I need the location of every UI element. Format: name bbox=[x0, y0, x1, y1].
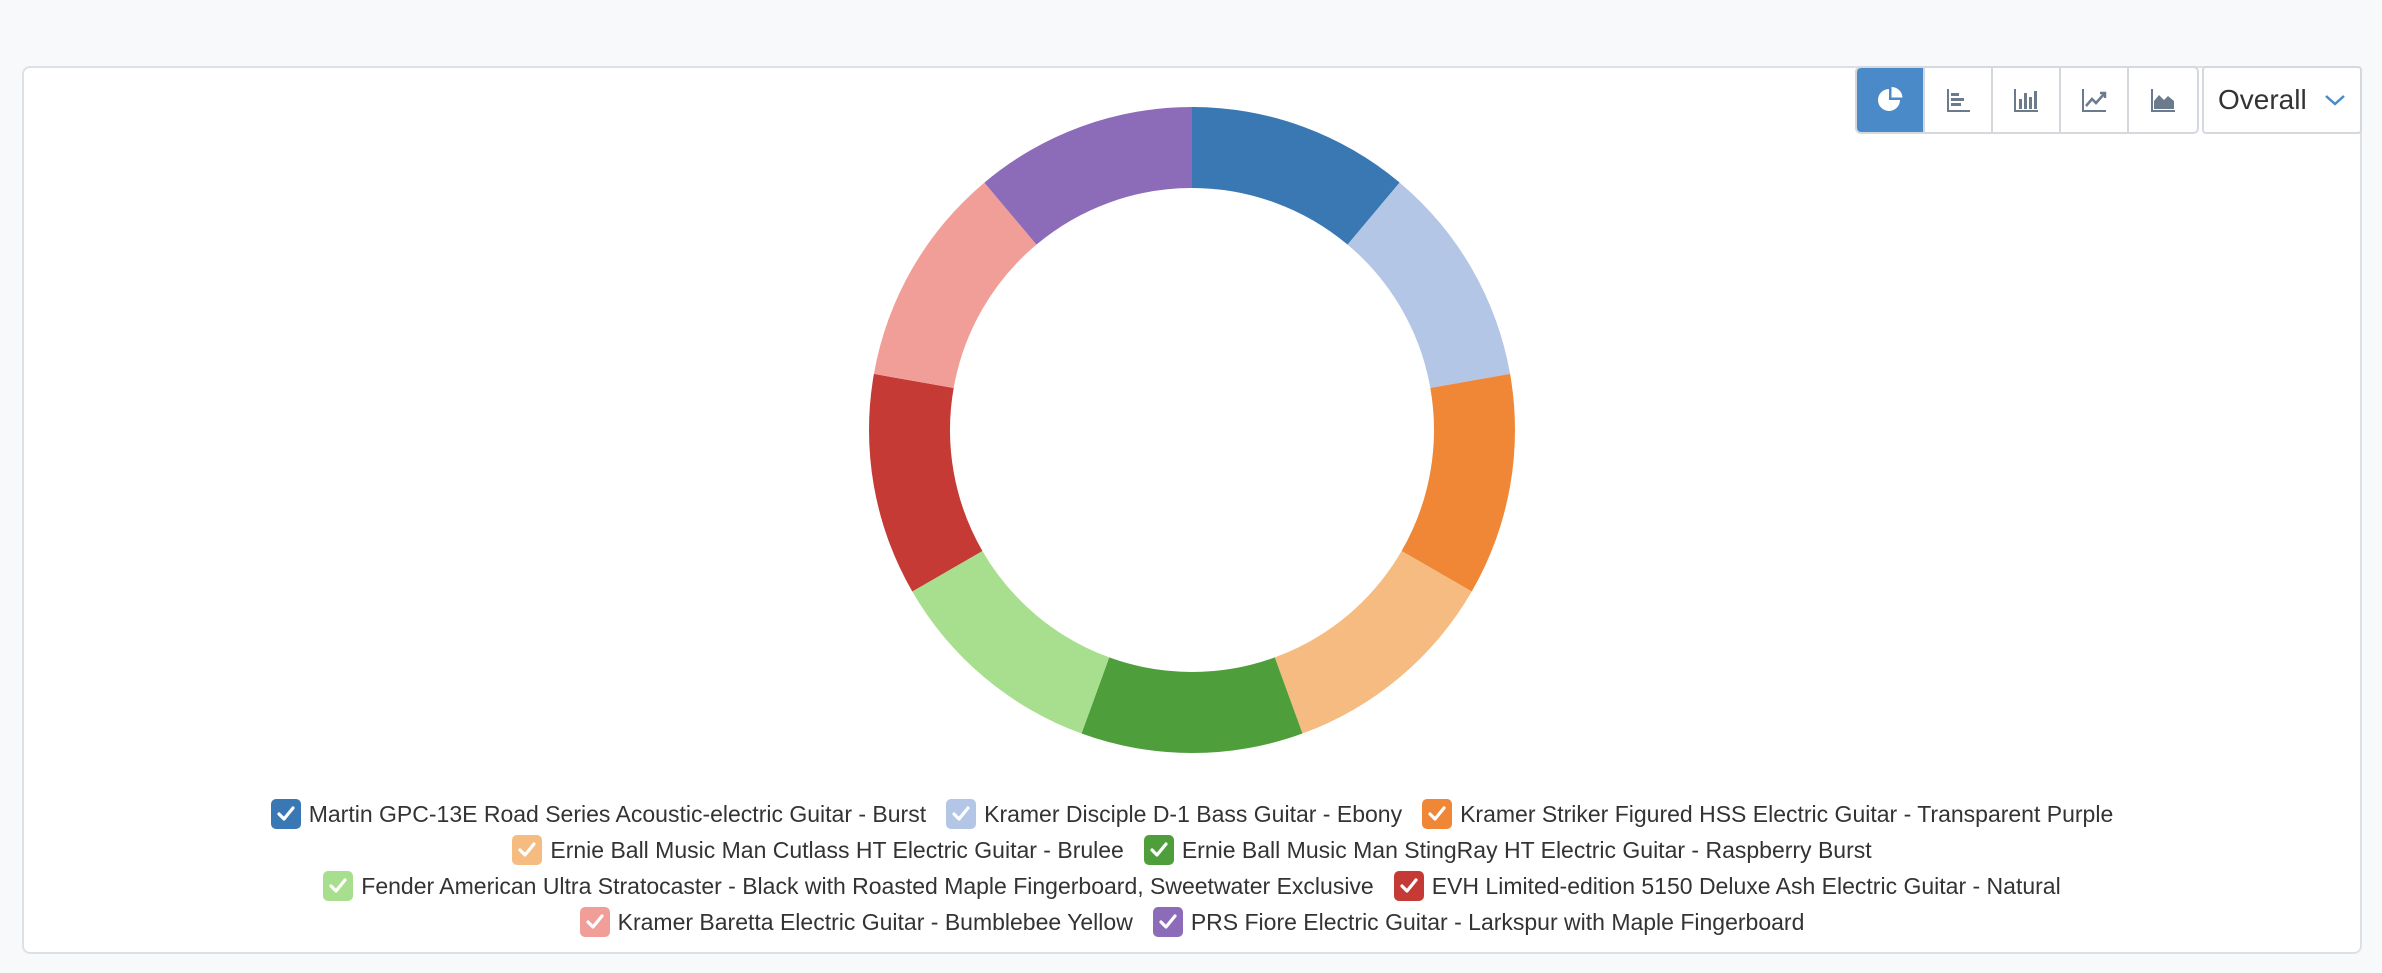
legend-item[interactable]: Fender American Ultra Stratocaster - Bla… bbox=[323, 871, 1374, 901]
legend-item[interactable]: PRS Fiore Electric Guitar - Larkspur wit… bbox=[1152, 907, 1805, 937]
legend-checkbox[interactable] bbox=[1422, 799, 1453, 829]
horizontal-bar-chart-icon bbox=[1947, 89, 1970, 112]
pie-chart-icon bbox=[1878, 86, 1903, 111]
vertical-bar-chart-icon bbox=[2014, 89, 2038, 112]
check-icon bbox=[1159, 914, 1177, 929]
donut-slice[interactable] bbox=[869, 373, 983, 592]
horizontal-bar-chart-button[interactable] bbox=[1925, 68, 1993, 132]
check-icon bbox=[1428, 806, 1446, 821]
legend-label: Ernie Ball Music Man StingRay HT Electri… bbox=[1181, 836, 1872, 863]
check-icon bbox=[329, 878, 347, 893]
legend-row: Fender American Ultra Stratocaster - Bla… bbox=[313, 868, 2070, 904]
legend-row: Kramer Baretta Electric Guitar - Bumbleb… bbox=[570, 904, 1815, 940]
donut-slice[interactable] bbox=[1081, 657, 1303, 753]
donut-slice[interactable] bbox=[1347, 182, 1511, 388]
period-select[interactable]: Overall bbox=[2202, 66, 2362, 134]
donut-slice[interactable] bbox=[912, 551, 1110, 734]
legend-label: Kramer Baretta Electric Guitar - Bumbleb… bbox=[617, 908, 1133, 935]
area-chart-button[interactable] bbox=[2129, 68, 2197, 132]
check-icon bbox=[1150, 842, 1168, 857]
chart-legend: Martin GPC-13E Road Series Acoustic-elec… bbox=[22, 796, 2362, 940]
legend-item[interactable]: Kramer Disciple D-1 Bass Guitar - Ebony bbox=[946, 799, 1402, 829]
legend-row: Ernie Ball Music Man Cutlass HT Electric… bbox=[502, 832, 1881, 868]
legend-checkbox[interactable] bbox=[323, 871, 354, 901]
legend-label: PRS Fiore Electric Guitar - Larkspur wit… bbox=[1190, 908, 1805, 935]
legend-checkbox[interactable] bbox=[1393, 871, 1424, 901]
area-chart-icon bbox=[2151, 89, 2175, 112]
legend-row: Martin GPC-13E Road Series Acoustic-elec… bbox=[261, 796, 2124, 832]
chevron-down-icon bbox=[2325, 95, 2345, 106]
legend-item[interactable]: Kramer Baretta Electric Guitar - Bumbleb… bbox=[579, 907, 1133, 937]
donut-slice[interactable] bbox=[873, 182, 1037, 388]
donut-slice[interactable] bbox=[1192, 107, 1400, 245]
legend-item[interactable]: EVH Limited-edition 5150 Deluxe Ash Elec… bbox=[1393, 871, 2061, 901]
legend-label: EVH Limited-edition 5150 Deluxe Ash Elec… bbox=[1431, 872, 2061, 899]
vertical-bar-chart-button[interactable] bbox=[1993, 68, 2061, 132]
line-chart-icon bbox=[2082, 89, 2107, 112]
legend-item[interactable]: Ernie Ball Music Man Cutlass HT Electric… bbox=[512, 835, 1124, 865]
legend-label: Kramer Striker Figured HSS Electric Guit… bbox=[1460, 800, 2114, 827]
legend-label: Martin GPC-13E Road Series Acoustic-elec… bbox=[308, 800, 927, 827]
legend-label: Kramer Disciple D-1 Bass Guitar - Ebony bbox=[984, 800, 1403, 827]
legend-label: Fender American Ultra Stratocaster - Bla… bbox=[361, 872, 1374, 899]
legend-item[interactable]: Ernie Ball Music Man StingRay HT Electri… bbox=[1143, 835, 1872, 865]
legend-item[interactable]: Kramer Striker Figured HSS Electric Guit… bbox=[1422, 799, 2113, 829]
legend-checkbox[interactable] bbox=[270, 799, 301, 829]
donut-slice[interactable] bbox=[984, 107, 1192, 245]
legend-checkbox[interactable] bbox=[946, 799, 977, 829]
pie-chart-button[interactable] bbox=[1857, 68, 1925, 132]
legend-item[interactable]: Martin GPC-13E Road Series Acoustic-elec… bbox=[270, 799, 927, 829]
chart-type-toolbar bbox=[1855, 66, 2199, 134]
donut-slice[interactable] bbox=[1274, 551, 1472, 734]
donut-slice[interactable] bbox=[1401, 373, 1515, 592]
check-icon bbox=[586, 914, 604, 929]
check-icon bbox=[277, 806, 295, 821]
legend-label: Ernie Ball Music Man Cutlass HT Electric… bbox=[550, 836, 1124, 863]
legend-checkbox[interactable] bbox=[579, 907, 610, 937]
legend-checkbox[interactable] bbox=[512, 835, 543, 865]
legend-checkbox[interactable] bbox=[1143, 835, 1174, 865]
check-icon bbox=[952, 806, 970, 821]
check-icon bbox=[518, 842, 536, 857]
period-select-value: Overall bbox=[2218, 84, 2307, 115]
line-chart-button[interactable] bbox=[2061, 68, 2129, 132]
check-icon bbox=[1400, 878, 1418, 893]
legend-checkbox[interactable] bbox=[1152, 907, 1183, 937]
chart-panel bbox=[22, 66, 2362, 954]
